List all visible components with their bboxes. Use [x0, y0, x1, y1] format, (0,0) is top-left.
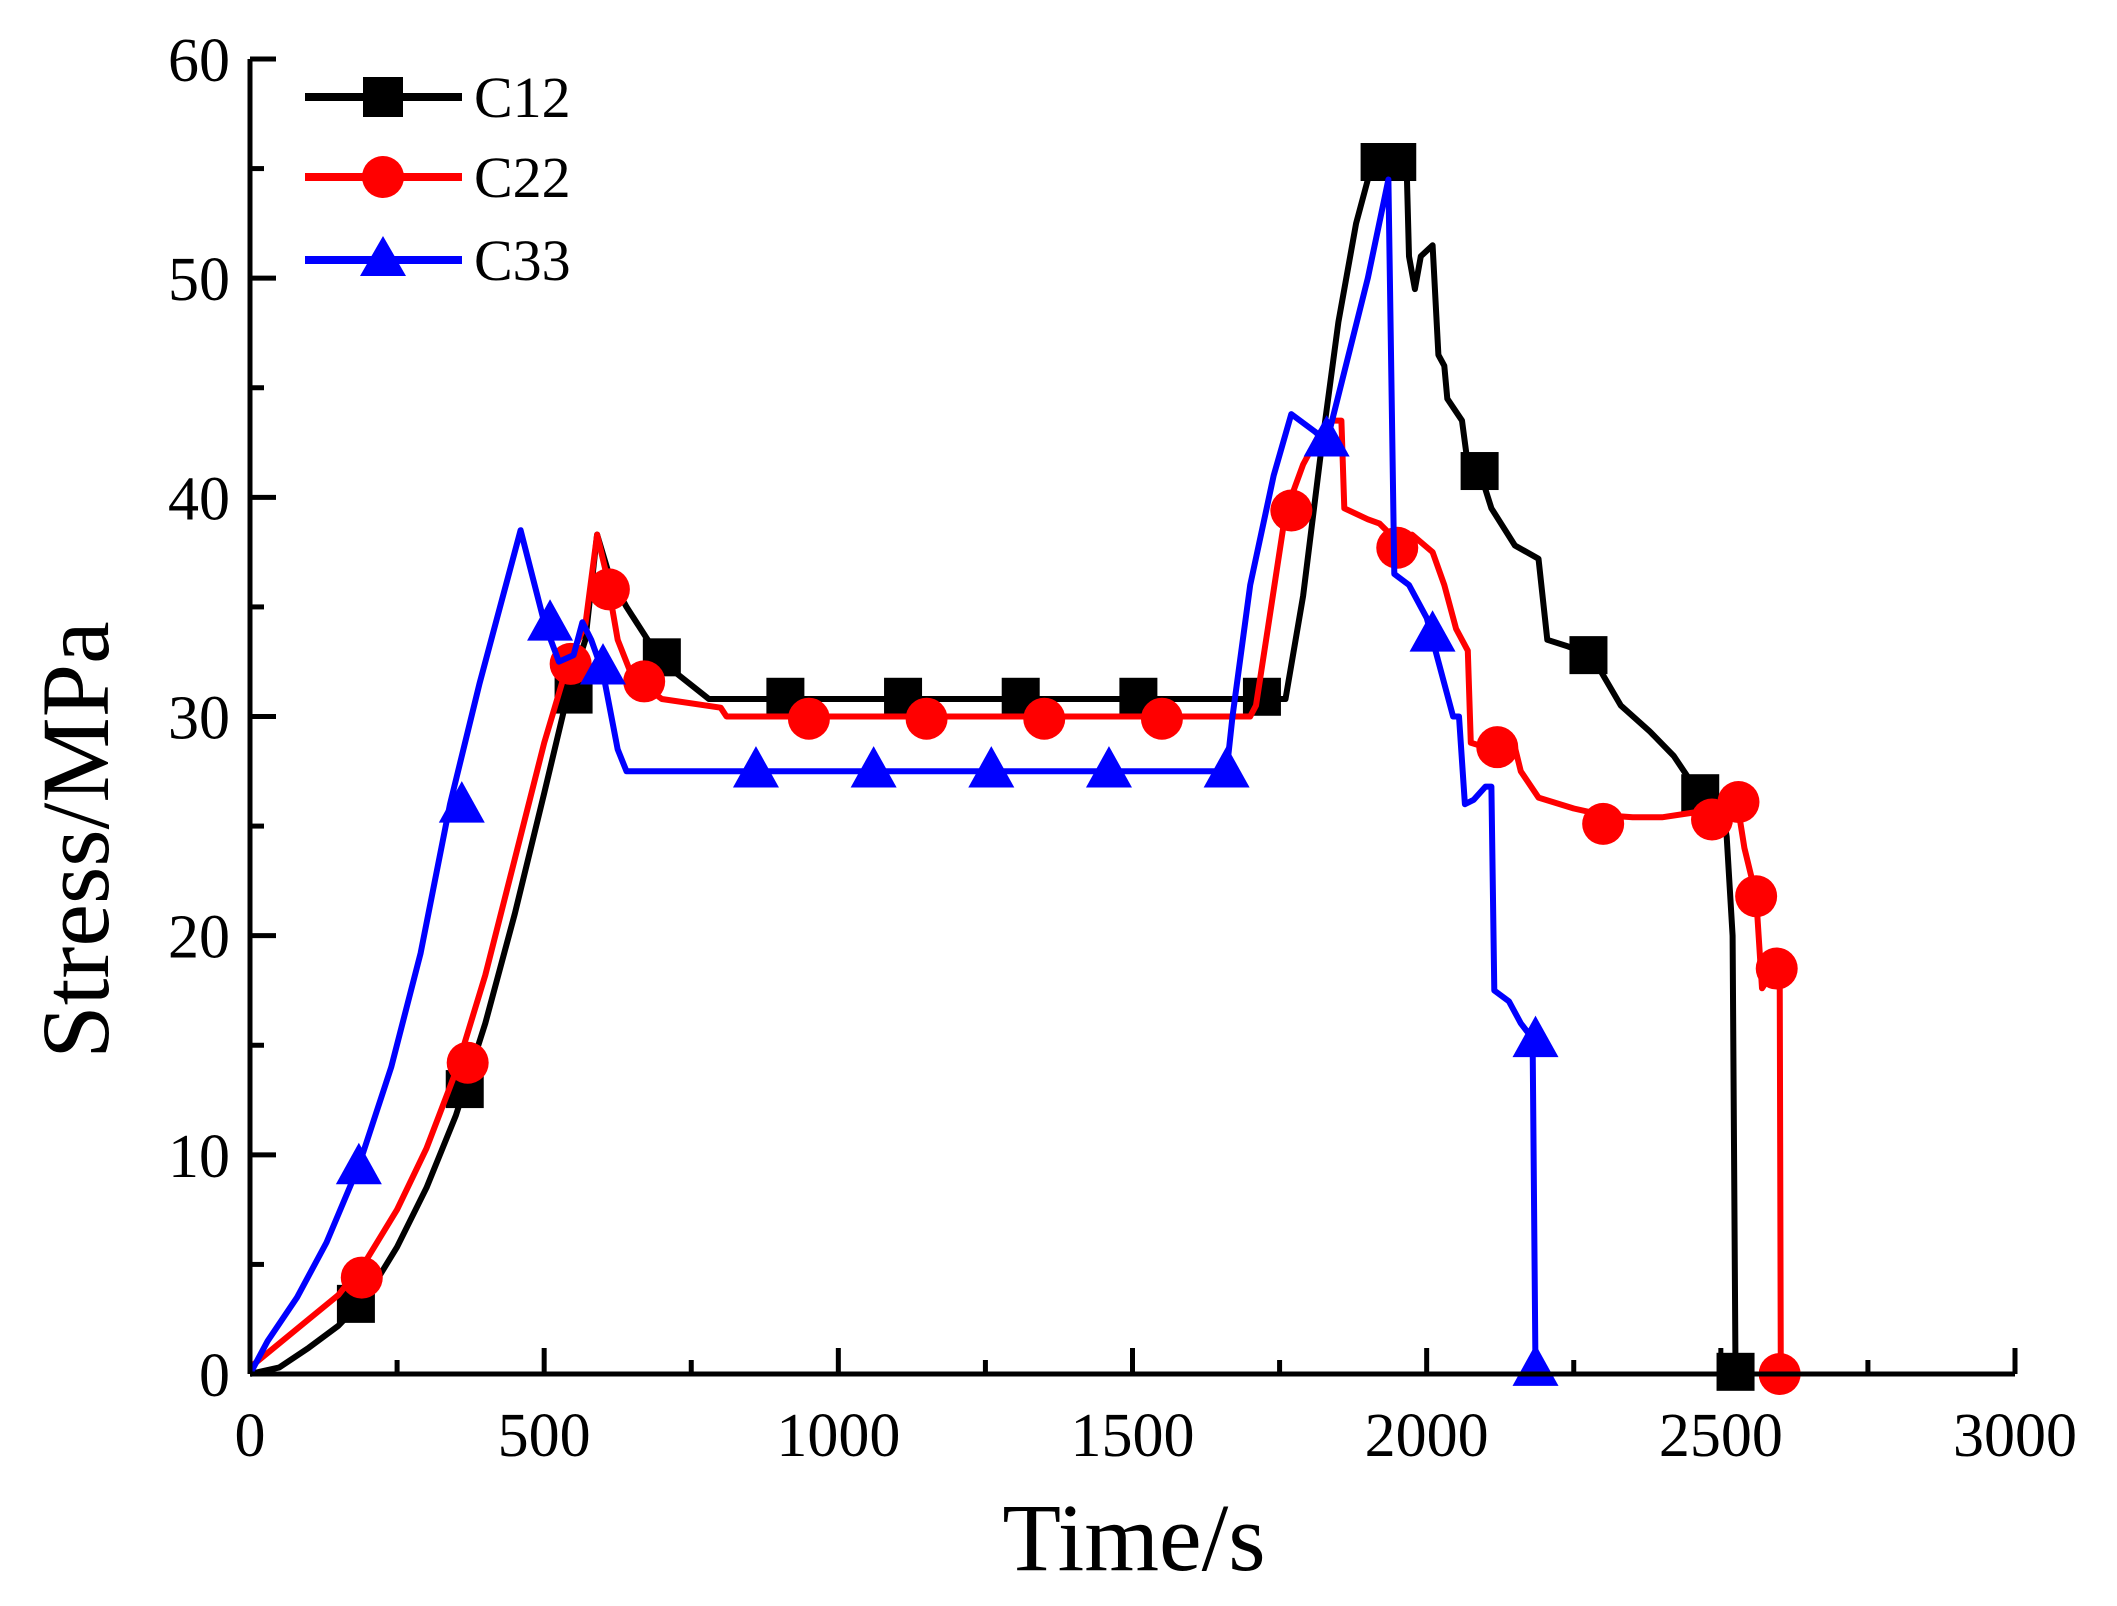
legend: C12 C22 C33: [305, 65, 571, 293]
data-point-c33: [1203, 746, 1250, 788]
data-point-c22: [587, 568, 630, 611]
data-point-c22: [787, 697, 830, 740]
data-point-c33: [732, 746, 779, 788]
data-point-c12: [1460, 452, 1499, 491]
x-tick-label: 0: [235, 1402, 266, 1470]
data-point-c22: [1140, 697, 1183, 740]
data-point-c12: [1569, 636, 1608, 675]
data-point-c33: [968, 746, 1015, 788]
data-point-c22: [1755, 947, 1798, 990]
data-point-c22: [446, 1041, 489, 1084]
y-tick-label: 0: [199, 1342, 230, 1410]
x-tick-label: 2500: [1659, 1402, 1783, 1470]
data-point-c22: [549, 642, 592, 685]
series-layer: [247, 143, 1801, 1395]
data-point-c33: [1512, 1015, 1559, 1058]
y-tick-label: 60: [168, 27, 230, 95]
legend-marker-c12: [363, 77, 403, 117]
data-point-c33: [438, 781, 485, 823]
data-point-c33: [850, 746, 897, 788]
data-point-c22: [1717, 780, 1760, 823]
legend-marker-c33: [360, 236, 406, 276]
data-point-c22: [1735, 875, 1778, 918]
x-tick-label: 500: [498, 1402, 591, 1470]
y-tick-label: 10: [168, 1123, 230, 1191]
series-c33: [247, 176, 1559, 1386]
axes-layer: [247, 56, 2018, 1377]
legend-label-c12: C12: [474, 65, 571, 130]
data-point-c33: [1409, 610, 1456, 652]
data-point-c22: [1476, 726, 1519, 769]
x-tick-label: 3000: [1953, 1402, 2077, 1470]
tick-label-layer: 0 500 1000 1500 2000 2500 3000 0 10 20 30 40 50 60: [168, 27, 2077, 1470]
x-axis-title: Time/s: [1002, 1484, 1265, 1591]
data-point-c22: [623, 660, 666, 703]
data-point-c22: [340, 1256, 383, 1299]
data-point-c22: [1023, 697, 1066, 740]
y-tick-label: 20: [168, 904, 230, 972]
data-point-c33: [1303, 415, 1350, 457]
data-point-c12: [1378, 143, 1417, 182]
y-axis-title: Stress/MPa: [22, 621, 129, 1058]
legend-marker-c22: [362, 156, 404, 198]
data-point-c22: [1376, 526, 1419, 569]
x-tick-label: 2000: [1365, 1402, 1489, 1470]
data-point-c22: [1582, 802, 1625, 845]
y-tick-label: 50: [168, 246, 230, 314]
data-point-c22: [1270, 489, 1313, 532]
data-point-c33: [580, 643, 626, 685]
data-point-c33: [527, 599, 574, 641]
x-tick-label: 1500: [1071, 1402, 1195, 1470]
legend-label-c22: C22: [474, 145, 571, 210]
x-tick-label: 1000: [776, 1402, 900, 1470]
data-point-c33: [335, 1142, 382, 1185]
legend-label-c33: C33: [474, 228, 571, 293]
y-tick-label: 40: [168, 465, 230, 533]
data-point-c33: [1085, 746, 1132, 788]
data-point-c22: [905, 697, 948, 740]
y-tick-label: 30: [168, 685, 230, 753]
